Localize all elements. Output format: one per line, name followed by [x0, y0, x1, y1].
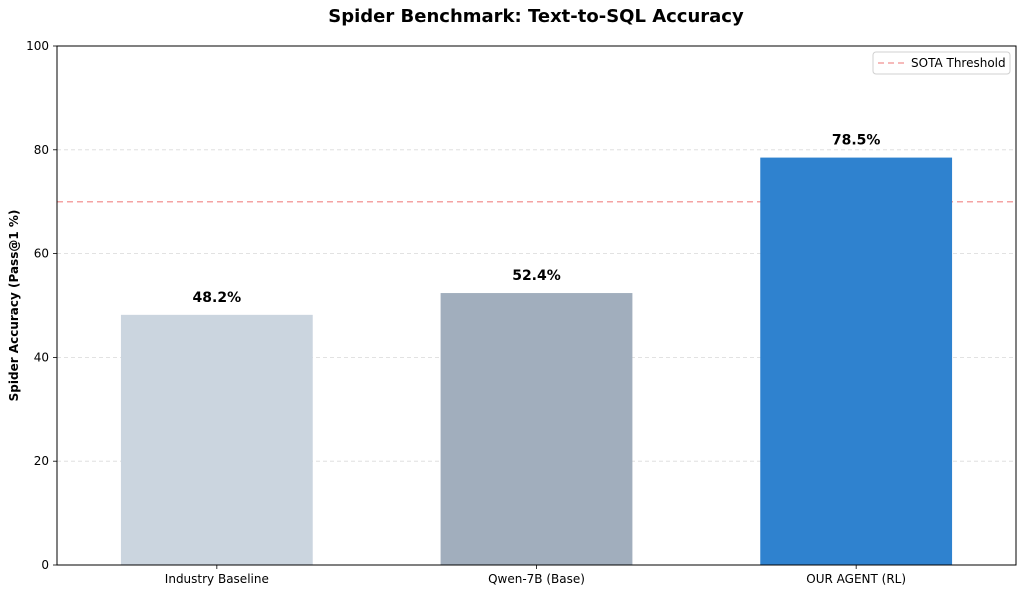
y-tick-label: 0	[41, 558, 49, 572]
axes: Industry Baseline Qwen-7B (Base) OUR AGENT…	[26, 39, 1017, 586]
bar	[440, 293, 633, 565]
x-tick-label: OUR AGENT (RL)	[806, 572, 906, 586]
chart-title: Spider Benchmark: Text-to-SQL Accuracy	[328, 6, 744, 27]
legend-box	[872, 51, 1011, 75]
x-tick-label: Industry Baseline	[165, 572, 269, 586]
data-label: 78.5%	[832, 133, 881, 149]
legend-label-sota: SOTA Threshold	[911, 56, 1006, 70]
plot-frame	[56, 45, 1017, 566]
y-tick-label: 100	[26, 39, 49, 53]
y-tick-label: 20	[34, 454, 49, 468]
data-label: 48.2%	[193, 290, 242, 306]
y-axis-label: Spider Accuracy (Pass@1 %)	[7, 210, 21, 402]
y-tick-label: 40	[34, 350, 49, 364]
y-tick-label: 60	[34, 247, 49, 261]
x-tick-label: Qwen-7B (Base)	[488, 572, 585, 586]
legend: SOTA Threshold	[872, 51, 1011, 75]
data-labels: 48.2% 52.4% 78.5%	[193, 133, 881, 306]
bar	[120, 314, 313, 565]
bars	[120, 157, 953, 565]
data-label: 52.4%	[512, 268, 561, 284]
bar	[760, 157, 953, 565]
y-tick-label: 80	[34, 143, 49, 157]
